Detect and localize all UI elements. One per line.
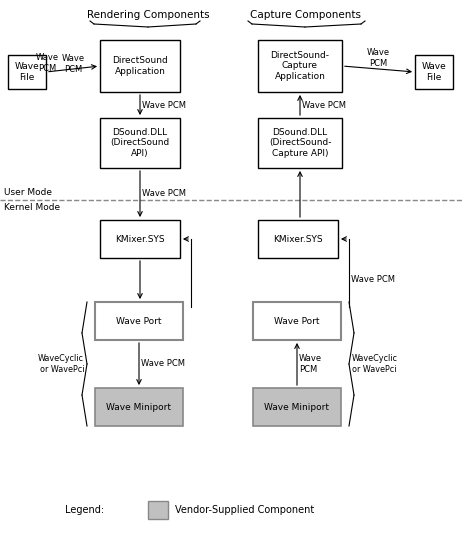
Text: Wave
PCM: Wave PCM <box>367 48 390 67</box>
Text: Wave Miniport: Wave Miniport <box>264 403 330 411</box>
Bar <box>95 302 183 340</box>
Bar <box>148 501 168 519</box>
Bar <box>100 220 180 258</box>
Text: Capture Components: Capture Components <box>250 10 361 20</box>
Text: Kernel Mode: Kernel Mode <box>4 203 60 212</box>
Text: Wave PCM: Wave PCM <box>142 101 186 109</box>
Text: Wave PCM: Wave PCM <box>351 275 395 284</box>
Bar <box>258 220 338 258</box>
Text: WaveCyclic
or WavePci: WaveCyclic or WavePci <box>38 354 84 374</box>
Bar <box>253 302 341 340</box>
Text: Wave
PCM: Wave PCM <box>62 54 85 74</box>
Text: Wave Port: Wave Port <box>116 316 162 326</box>
Text: DSound.DLL
(DirectSound-
Capture API): DSound.DLL (DirectSound- Capture API) <box>269 128 331 158</box>
Text: Wave Miniport: Wave Miniport <box>106 403 171 411</box>
Text: KMixer.SYS: KMixer.SYS <box>273 234 323 243</box>
Text: User Mode: User Mode <box>4 188 52 197</box>
Bar <box>258 40 342 92</box>
Text: DirectSound-
Capture
Application: DirectSound- Capture Application <box>270 51 330 81</box>
Bar <box>95 388 183 426</box>
Text: Wave
File: Wave File <box>422 62 446 82</box>
Text: Wave
File: Wave File <box>15 62 39 82</box>
Text: DirectSound
Application: DirectSound Application <box>112 56 168 76</box>
Text: Wave Port: Wave Port <box>274 316 320 326</box>
Text: Rendering Components: Rendering Components <box>87 10 209 20</box>
Text: WaveCyclic
or WavePci: WaveCyclic or WavePci <box>352 354 398 374</box>
Text: Wave PCM: Wave PCM <box>141 359 185 368</box>
Text: Legend:: Legend: <box>65 505 104 515</box>
Text: Vendor-Supplied Component: Vendor-Supplied Component <box>175 505 314 515</box>
Text: DSound.DLL
(DirectSound
API): DSound.DLL (DirectSound API) <box>110 128 169 158</box>
Bar <box>415 55 453 89</box>
Bar <box>253 388 341 426</box>
Bar <box>100 118 180 168</box>
Text: Wave PCM: Wave PCM <box>302 101 346 109</box>
Bar <box>8 55 46 89</box>
Text: Wave
PCM: Wave PCM <box>36 53 58 72</box>
Bar <box>258 118 342 168</box>
Text: Wave
PCM: Wave PCM <box>299 354 322 374</box>
Text: KMixer.SYS: KMixer.SYS <box>115 234 165 243</box>
Bar <box>100 40 180 92</box>
Text: Wave PCM: Wave PCM <box>142 190 186 199</box>
